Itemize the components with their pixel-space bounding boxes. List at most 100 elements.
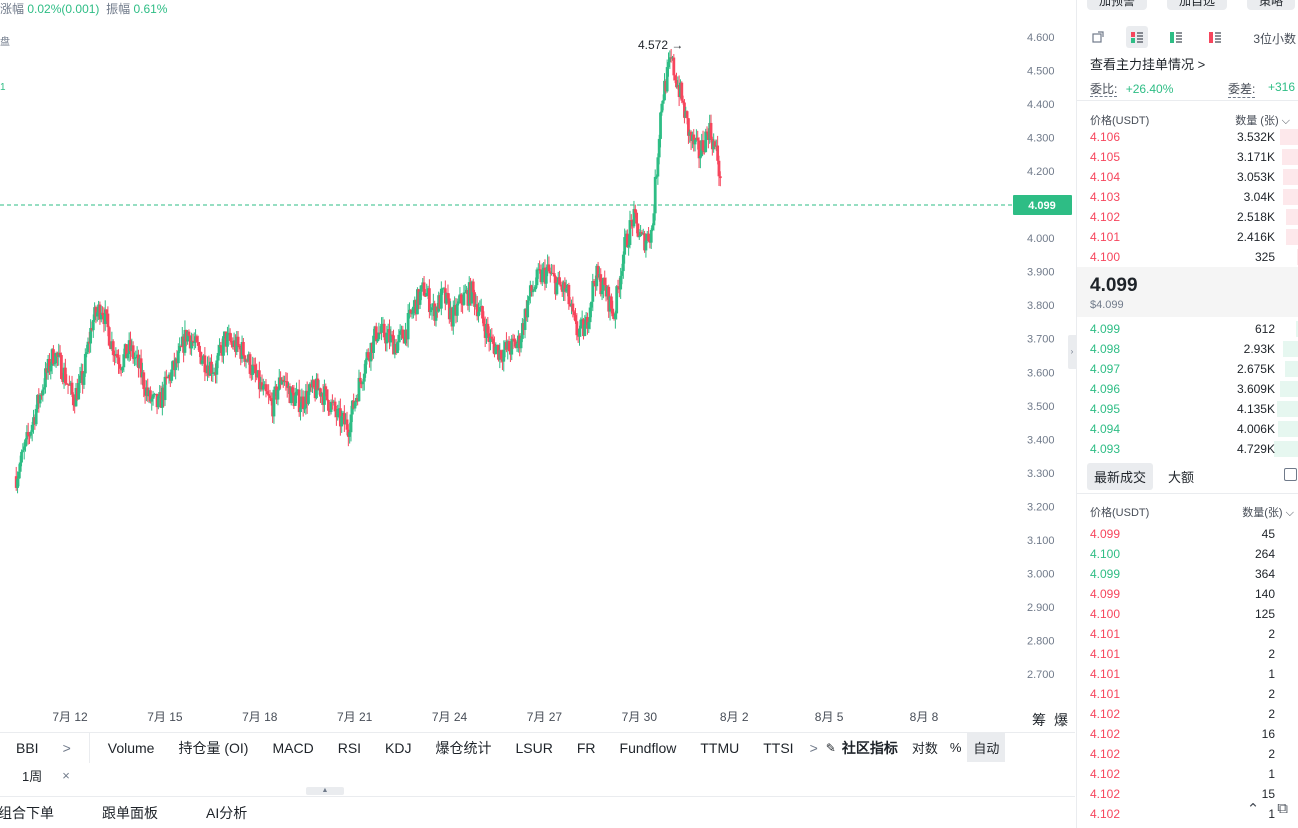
indicator-rsi[interactable]: RSI bbox=[337, 739, 362, 756]
ask-row[interactable]: 4.104 3.053K bbox=[1077, 167, 1298, 187]
tab-combo-order[interactable]: 组合下单 bbox=[0, 804, 54, 821]
add-watchlist-button[interactable]: 加自选 bbox=[1167, 0, 1228, 10]
bid-price: 4.094 bbox=[1090, 422, 1121, 436]
bid-row[interactable]: 4.093 4.729K bbox=[1077, 439, 1298, 459]
popout-icon[interactable]: ⧉ bbox=[1277, 800, 1288, 817]
precision-select[interactable]: 3位小数 bbox=[1253, 32, 1296, 46]
add-alert-button[interactable]: 加预警 bbox=[1087, 0, 1148, 10]
strategy-button[interactable]: 策略 bbox=[1247, 0, 1296, 10]
liquidation-button[interactable]: 爆 bbox=[1054, 712, 1068, 728]
ask-depth-bar bbox=[1282, 149, 1298, 165]
trade-row[interactable]: 4.101 2 bbox=[1077, 684, 1298, 704]
indicator-fr[interactable]: FR bbox=[576, 739, 596, 756]
asks-view-icon[interactable] bbox=[1204, 26, 1226, 48]
bid-row[interactable]: 4.094 4.006K bbox=[1077, 419, 1298, 439]
trades-qty-header[interactable]: 数量(张) ⌵ bbox=[1242, 507, 1294, 519]
period-row: 1周 × bbox=[0, 762, 70, 788]
trade-row[interactable]: 4.102 1 bbox=[1077, 804, 1298, 824]
bid-row[interactable]: 4.098 2.93K bbox=[1077, 339, 1298, 359]
ask-row[interactable]: 4.105 3.171K bbox=[1077, 147, 1298, 167]
trade-row[interactable]: 4.101 2 bbox=[1077, 624, 1298, 644]
tab-latest-trades[interactable]: 最新成交 bbox=[1087, 463, 1154, 490]
indicator-liquidation[interactable]: 爆仓统计 bbox=[435, 739, 492, 756]
trade-row[interactable]: 4.101 2 bbox=[1077, 644, 1298, 664]
candle-body bbox=[353, 402, 357, 409]
trade-row[interactable]: 4.102 15 bbox=[1077, 784, 1298, 804]
panel-collapse-handle[interactable]: ▲ bbox=[306, 787, 344, 795]
bid-row[interactable]: 4.097 2.675K bbox=[1077, 359, 1298, 379]
right-panel-toggle-icon[interactable]: › bbox=[1068, 335, 1076, 369]
indicator-lsur[interactable]: LSUR bbox=[515, 739, 553, 756]
trade-row[interactable]: 4.102 2 bbox=[1077, 704, 1298, 724]
indicator-macd[interactable]: MACD bbox=[272, 739, 314, 756]
indicator-volume[interactable]: Volume bbox=[107, 739, 155, 756]
both-sides-view-icon[interactable] bbox=[1126, 26, 1148, 48]
ask-row[interactable]: 4.100 325 bbox=[1077, 247, 1298, 267]
price-chart-area[interactable]: 4.6004.5004.4004.3004.2004.1004.0003.900… bbox=[0, 0, 1075, 732]
log-scale-toggle[interactable]: 对数 bbox=[911, 741, 938, 756]
main-force-orders-link[interactable]: 查看主力挂单情况 > bbox=[1090, 57, 1206, 72]
community-indicators-button[interactable]: 社区指标 bbox=[841, 739, 898, 756]
trade-row[interactable]: 4.102 2 bbox=[1077, 744, 1298, 764]
tab-ai-analysis[interactable]: AI分析 bbox=[206, 804, 248, 821]
ratio-value: +26.40% bbox=[1125, 82, 1174, 96]
candle-body bbox=[52, 349, 55, 365]
candle-body bbox=[583, 324, 587, 337]
period-label[interactable]: 1周 bbox=[22, 768, 43, 784]
candle-body bbox=[668, 57, 672, 63]
trade-row[interactable]: 4.100 264 bbox=[1077, 544, 1298, 564]
candlestick-chart[interactable]: 4.6004.5004.4004.3004.2004.1004.0003.900… bbox=[0, 0, 1075, 732]
trade-tabs: 最新成交 大额 bbox=[1087, 463, 1298, 490]
indicator-oi[interactable]: 持仓量 (OI) bbox=[178, 739, 249, 756]
ask-row[interactable]: 4.106 3.532K bbox=[1077, 127, 1298, 147]
chip-button[interactable]: 筹 bbox=[1032, 712, 1046, 728]
trade-row[interactable]: 4.100 125 bbox=[1077, 604, 1298, 624]
large-trades-checkbox[interactable] bbox=[1284, 468, 1297, 481]
bid-row[interactable]: 4.099 612 bbox=[1077, 319, 1298, 339]
auto-scale-toggle[interactable]: 自动 bbox=[967, 733, 1006, 762]
indicator-ttmu[interactable]: TTMU bbox=[700, 739, 740, 756]
candle-body bbox=[534, 285, 538, 290]
candle-body bbox=[210, 361, 213, 374]
ob-qty-header[interactable]: 数量 (张) ⌵ bbox=[1235, 115, 1290, 127]
indicator-ttsi[interactable]: TTSI bbox=[763, 739, 794, 756]
bids-view-icon[interactable] bbox=[1165, 26, 1187, 48]
candle-body bbox=[267, 394, 271, 396]
y-axis-tick-label: 3.800 bbox=[1027, 300, 1055, 312]
indicator-bbi[interactable]: BBI bbox=[16, 739, 39, 756]
indicator-kdj[interactable]: KDJ bbox=[385, 739, 412, 756]
bid-row[interactable]: 4.095 4.135K bbox=[1077, 399, 1298, 419]
candle-body bbox=[673, 75, 677, 81]
trade-row[interactable]: 4.099 45 bbox=[1077, 524, 1298, 544]
candle-body bbox=[478, 307, 482, 312]
trade-qty: 16 bbox=[1261, 727, 1275, 741]
candle-body bbox=[336, 408, 340, 418]
tab-large-trades[interactable]: 大额 bbox=[1168, 470, 1195, 485]
ask-row[interactable]: 4.103 3.04K bbox=[1077, 187, 1298, 207]
ask-row[interactable]: 4.101 2.416K bbox=[1077, 227, 1298, 247]
period-close-icon[interactable]: × bbox=[62, 767, 70, 783]
indicator-more-icon[interactable]: > bbox=[809, 739, 818, 756]
candle-body bbox=[609, 296, 613, 309]
candle-body bbox=[241, 342, 245, 356]
percent-scale-toggle[interactable]: % bbox=[949, 740, 962, 755]
trade-row[interactable]: 4.101 1 bbox=[1077, 664, 1298, 684]
bid-row[interactable]: 4.096 3.609K bbox=[1077, 379, 1298, 399]
candle-body bbox=[30, 424, 34, 432]
trade-row[interactable]: 4.099 140 bbox=[1077, 584, 1298, 604]
trade-row[interactable]: 4.102 1 bbox=[1077, 764, 1298, 784]
indicator-expand-icon[interactable]: > bbox=[62, 739, 71, 756]
tab-copy-trading[interactable]: 跟单面板 bbox=[102, 804, 158, 821]
trade-row[interactable]: 4.102 16 bbox=[1077, 724, 1298, 744]
chevron-up-icon[interactable]: ⌃ bbox=[1246, 801, 1260, 818]
x-axis-tick-label: 7月 18 bbox=[242, 710, 278, 724]
expand-icon[interactable] bbox=[1087, 26, 1109, 48]
trade-qty: 15 bbox=[1261, 787, 1275, 801]
indicator-fundflow[interactable]: Fundflow bbox=[619, 739, 677, 756]
candle-body bbox=[226, 333, 229, 347]
candle-body bbox=[599, 274, 603, 295]
trade-row[interactable]: 4.099 364 bbox=[1077, 564, 1298, 584]
edit-icon[interactable]: ✎ bbox=[825, 740, 836, 755]
ask-row[interactable]: 4.102 2.518K bbox=[1077, 207, 1298, 227]
trade-qty: 45 bbox=[1261, 527, 1275, 541]
